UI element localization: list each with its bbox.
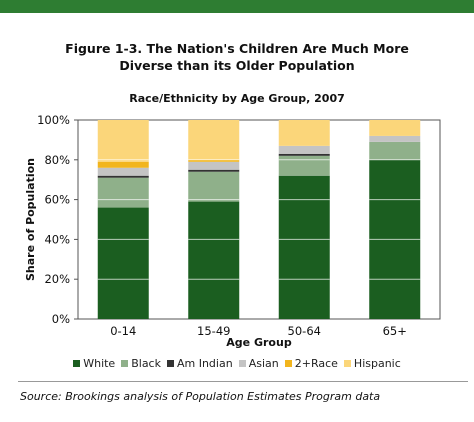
legend-item-black: Black: [121, 357, 161, 370]
footer-divider: [18, 381, 468, 382]
y-tick-label: 100%: [37, 113, 70, 127]
x-tick-label: 65+: [383, 324, 407, 338]
top-accent-bar: [0, 0, 474, 13]
legend-swatch: [238, 360, 246, 367]
legend-label: Hispanic: [353, 357, 401, 370]
x-tick-label: 50-64: [288, 324, 321, 338]
legend-item-white: White: [73, 357, 115, 370]
legend-label: Am Indian: [176, 357, 233, 370]
bar-segment-asian: [369, 135, 421, 142]
legend-swatch: [166, 360, 174, 367]
legend-label: Black: [131, 357, 161, 370]
bar-segment-asian: [188, 161, 240, 170]
legend-item-2-race: 2+Race: [284, 357, 338, 370]
legend-swatch: [284, 360, 292, 367]
legend-label: Asian: [248, 357, 279, 370]
legend-swatch: [121, 360, 129, 367]
x-tick-label: 0-14: [110, 324, 136, 338]
figure-title: Figure 1-3. The Nation's Children Are Mu…: [0, 40, 474, 74]
bar-segment-hispanic: [369, 120, 421, 136]
bar-segment-2-race: [97, 161, 149, 168]
bar-segment-hispanic: [188, 120, 240, 160]
legend-item-asian: Asian: [238, 357, 279, 370]
legend-item-am-indian: Am Indian: [166, 357, 233, 370]
bar-segment-black: [97, 177, 149, 208]
y-tick-label: 20%: [44, 272, 70, 286]
legend-label: 2+Race: [294, 357, 338, 370]
y-tick-label: 60%: [44, 193, 70, 207]
bar-segment-black: [278, 155, 330, 176]
figure-title-line-2: Diverse than its Older Population: [119, 58, 355, 73]
figure-title-line-1: Figure 1-3. The Nation's Children Are Mu…: [65, 41, 409, 56]
y-tick-label: 0%: [52, 312, 70, 326]
bar-segment-am-indian: [97, 175, 149, 178]
bar-segment-2-race: [188, 159, 240, 162]
chart-subtitle: Race/Ethnicity by Age Group, 2007: [129, 92, 345, 105]
bar-segment-white: [278, 175, 330, 319]
legend-swatch: [343, 360, 351, 367]
plot-area-frame: [77, 119, 441, 320]
bar-segment-am-indian: [188, 169, 240, 172]
bar-segment-am-indian: [278, 153, 330, 156]
legend-item-hispanic: Hispanic: [343, 357, 401, 370]
bar-segment-white: [97, 207, 149, 319]
chart-legend: White Black Am Indian Asian 2+Race Hispanic: [0, 357, 474, 370]
x-axis-label: Age Group: [226, 336, 292, 349]
bar-segment-asian: [278, 145, 330, 154]
y-tick-label: 40%: [44, 232, 70, 246]
legend-label: White: [83, 357, 116, 370]
legend-swatch: [73, 360, 81, 367]
bar-segment-hispanic: [278, 120, 330, 146]
bar-segment-white: [188, 201, 240, 319]
y-axis-label: Share of Population: [24, 158, 37, 281]
bar-segment-black: [369, 141, 421, 160]
bar-segment-black: [188, 171, 240, 202]
bar-segment-hispanic: [97, 120, 149, 162]
stacked-bar-chart: 0% 20% 40% 60% 80% 100% 0-14 15-49 50-64 65+ Age G…: [24, 113, 441, 349]
y-tick-label: 80%: [44, 153, 70, 167]
x-tick-label: 15-49: [197, 324, 230, 338]
source-note: Source: Brookings analysis of Population…: [20, 390, 381, 403]
bar-segment-asian: [97, 167, 149, 176]
